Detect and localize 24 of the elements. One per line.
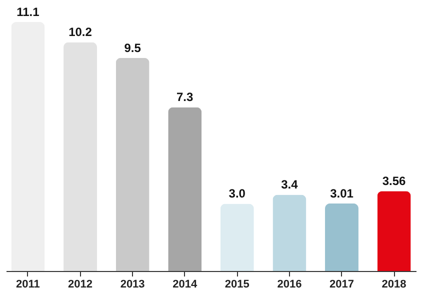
- x-tick-label: 2013: [120, 278, 145, 290]
- bar: [168, 107, 202, 271]
- bar: [377, 191, 411, 271]
- data-label: 11.1: [16, 5, 40, 19]
- x-tick-label: 2012: [68, 278, 92, 290]
- bar: [220, 204, 254, 271]
- bar: [325, 203, 358, 271]
- data-label: 9.5: [124, 40, 142, 55]
- data-label: 3.01: [330, 186, 354, 200]
- data-label: 3.0: [228, 186, 246, 201]
- bar: [272, 194, 306, 271]
- x-tick-label: 2017: [330, 278, 354, 290]
- x-tick-label: 2016: [277, 278, 302, 290]
- data-label: 3.56: [382, 174, 406, 188]
- x-tick-label: 2014: [172, 278, 198, 290]
- x-tick-label: 2011: [16, 278, 40, 290]
- data-label: 7.3: [176, 90, 194, 104]
- data-label: 10.2: [68, 25, 92, 40]
- x-tick-label: 2018: [382, 278, 406, 290]
- bar: [11, 22, 45, 271]
- bar: [64, 42, 97, 271]
- data-label: 3.4: [281, 178, 298, 192]
- bar: [116, 58, 150, 271]
- x-tick-label: 2015: [224, 278, 250, 290]
